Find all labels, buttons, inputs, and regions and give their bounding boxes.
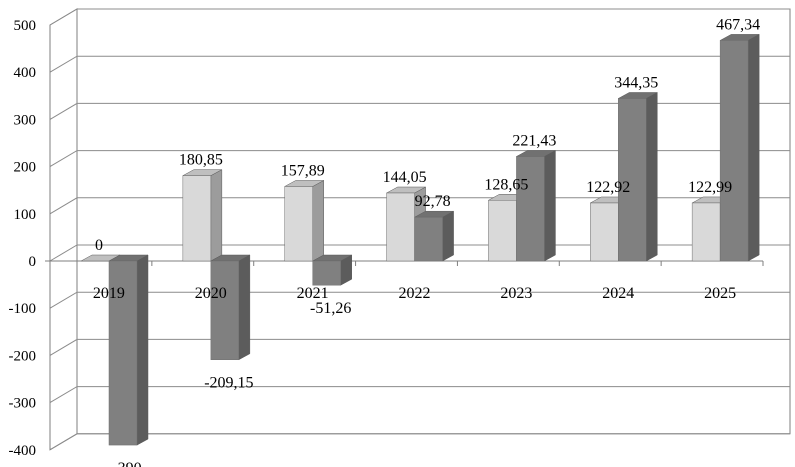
bar-side: [646, 92, 658, 262]
bar-series-2: [210, 254, 251, 361]
gridline: [49, 433, 790, 451]
side-wall: [49, 8, 78, 451]
gridline: [49, 102, 790, 120]
bar-side: [210, 169, 223, 262]
data-labels: 0 -390 180,85 -209,15 157,89 -51,26 144,05 92,7…: [95, 16, 760, 467]
bar: [414, 216, 443, 262]
bar: [516, 156, 545, 262]
y-tick-label: -200: [9, 348, 37, 364]
gridline: [49, 291, 790, 309]
data-label: -51,26: [310, 300, 351, 317]
data-label: 92,78: [415, 193, 451, 210]
x-tick-label: 2024: [602, 285, 634, 302]
bar: [386, 192, 415, 262]
data-label: 221,43: [512, 132, 556, 149]
bar: [618, 98, 647, 262]
bar-series-1: [182, 169, 223, 262]
bar-side: [747, 33, 760, 262]
bars: [80, 33, 760, 446]
bar: [719, 40, 749, 262]
bar-series-2: [618, 92, 658, 262]
bar: [210, 260, 240, 360]
bar-side: [136, 254, 149, 446]
x-axis: 2019 2020 2021 2022 2023 2024 2025: [93, 285, 736, 302]
bar-series-2: [719, 33, 760, 262]
data-label: 180,85: [179, 152, 223, 169]
bar-series-2: [312, 254, 352, 286]
bar: [182, 175, 212, 262]
x-tick-label: 2022: [399, 285, 431, 302]
y-tick-label: 200: [14, 160, 37, 176]
data-label: 344,35: [614, 74, 658, 91]
gridline: [49, 386, 790, 404]
data-label: -209,15: [204, 375, 253, 392]
data-label: 122,92: [586, 179, 630, 196]
x-axis-ticks: [45, 260, 764, 266]
y-tick-label: -300: [9, 396, 37, 412]
x-tick-label: 2020: [195, 285, 227, 302]
data-label: 144,05: [383, 169, 427, 186]
x-tick-label: 2023: [500, 285, 532, 302]
x-tick-label: 2019: [93, 285, 125, 302]
bar: [312, 260, 341, 286]
x-tick-label: 2021: [297, 285, 329, 302]
data-label: -390: [112, 460, 141, 467]
x-tick-label: 2025: [704, 285, 736, 302]
data-label: 0: [95, 237, 103, 254]
gridline: [49, 338, 790, 356]
y-tick-label: -400: [9, 443, 37, 459]
bar: [590, 202, 619, 262]
bar-series-1: [284, 180, 324, 262]
y-tick-label: 0: [29, 254, 37, 270]
bar: [284, 186, 313, 262]
bar-side: [312, 180, 324, 262]
y-tick-label: 100: [14, 207, 37, 223]
bar: [488, 200, 517, 262]
bar: [691, 202, 721, 262]
data-label: 157,89: [281, 162, 325, 179]
gridline: [49, 55, 790, 73]
bar-side: [544, 150, 556, 262]
gridline: [49, 8, 790, 26]
y-axis: -400 -300 -200 -100 0 100 200 300 400 500: [9, 18, 37, 459]
bar-series-2: [516, 150, 556, 262]
bar-series-2: [108, 254, 149, 446]
bar-side: [238, 254, 251, 361]
y-tick-label: 500: [14, 18, 37, 34]
bar-series-2: [414, 210, 454, 262]
y-tick-label: 400: [14, 65, 37, 81]
y-tick-label: -100: [9, 301, 37, 317]
data-label: 128,65: [484, 176, 528, 193]
data-label: 467,34: [716, 16, 760, 33]
bar: [108, 260, 138, 446]
bar-side: [442, 210, 454, 262]
data-label: 122,99: [688, 179, 732, 196]
y-tick-label: 300: [14, 112, 37, 128]
